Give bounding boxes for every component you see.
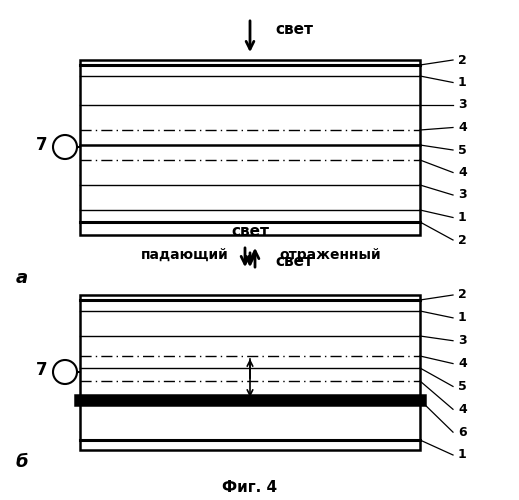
Text: 3: 3 xyxy=(458,98,467,112)
Circle shape xyxy=(53,360,77,384)
Text: 1: 1 xyxy=(458,76,467,89)
Text: 6: 6 xyxy=(458,426,467,438)
Text: 7: 7 xyxy=(36,136,48,154)
Text: 5: 5 xyxy=(458,380,467,393)
Text: 3: 3 xyxy=(458,334,467,347)
Bar xyxy=(80,60,420,235)
Text: 1: 1 xyxy=(458,448,467,462)
Text: а: а xyxy=(16,269,28,287)
Text: 5: 5 xyxy=(458,144,467,156)
Bar xyxy=(80,295,420,450)
Text: 4: 4 xyxy=(458,357,467,370)
Text: 2: 2 xyxy=(458,54,467,66)
Text: 1: 1 xyxy=(458,312,467,324)
Text: свет: свет xyxy=(275,22,313,37)
Text: свет: свет xyxy=(231,224,269,240)
Text: падающий: падающий xyxy=(141,248,229,262)
Text: 1: 1 xyxy=(458,211,467,224)
Text: 4: 4 xyxy=(458,166,467,179)
Text: Фиг. 4: Фиг. 4 xyxy=(223,480,278,496)
Text: 2: 2 xyxy=(458,288,467,302)
Text: свет: свет xyxy=(275,254,313,269)
Text: б: б xyxy=(16,453,29,471)
Text: 4: 4 xyxy=(458,121,467,134)
Text: 7: 7 xyxy=(36,361,48,379)
Text: отраженный: отраженный xyxy=(279,248,381,262)
Circle shape xyxy=(53,135,77,159)
Text: 4: 4 xyxy=(458,403,467,416)
Text: 2: 2 xyxy=(458,234,467,246)
Text: 3: 3 xyxy=(458,188,467,202)
